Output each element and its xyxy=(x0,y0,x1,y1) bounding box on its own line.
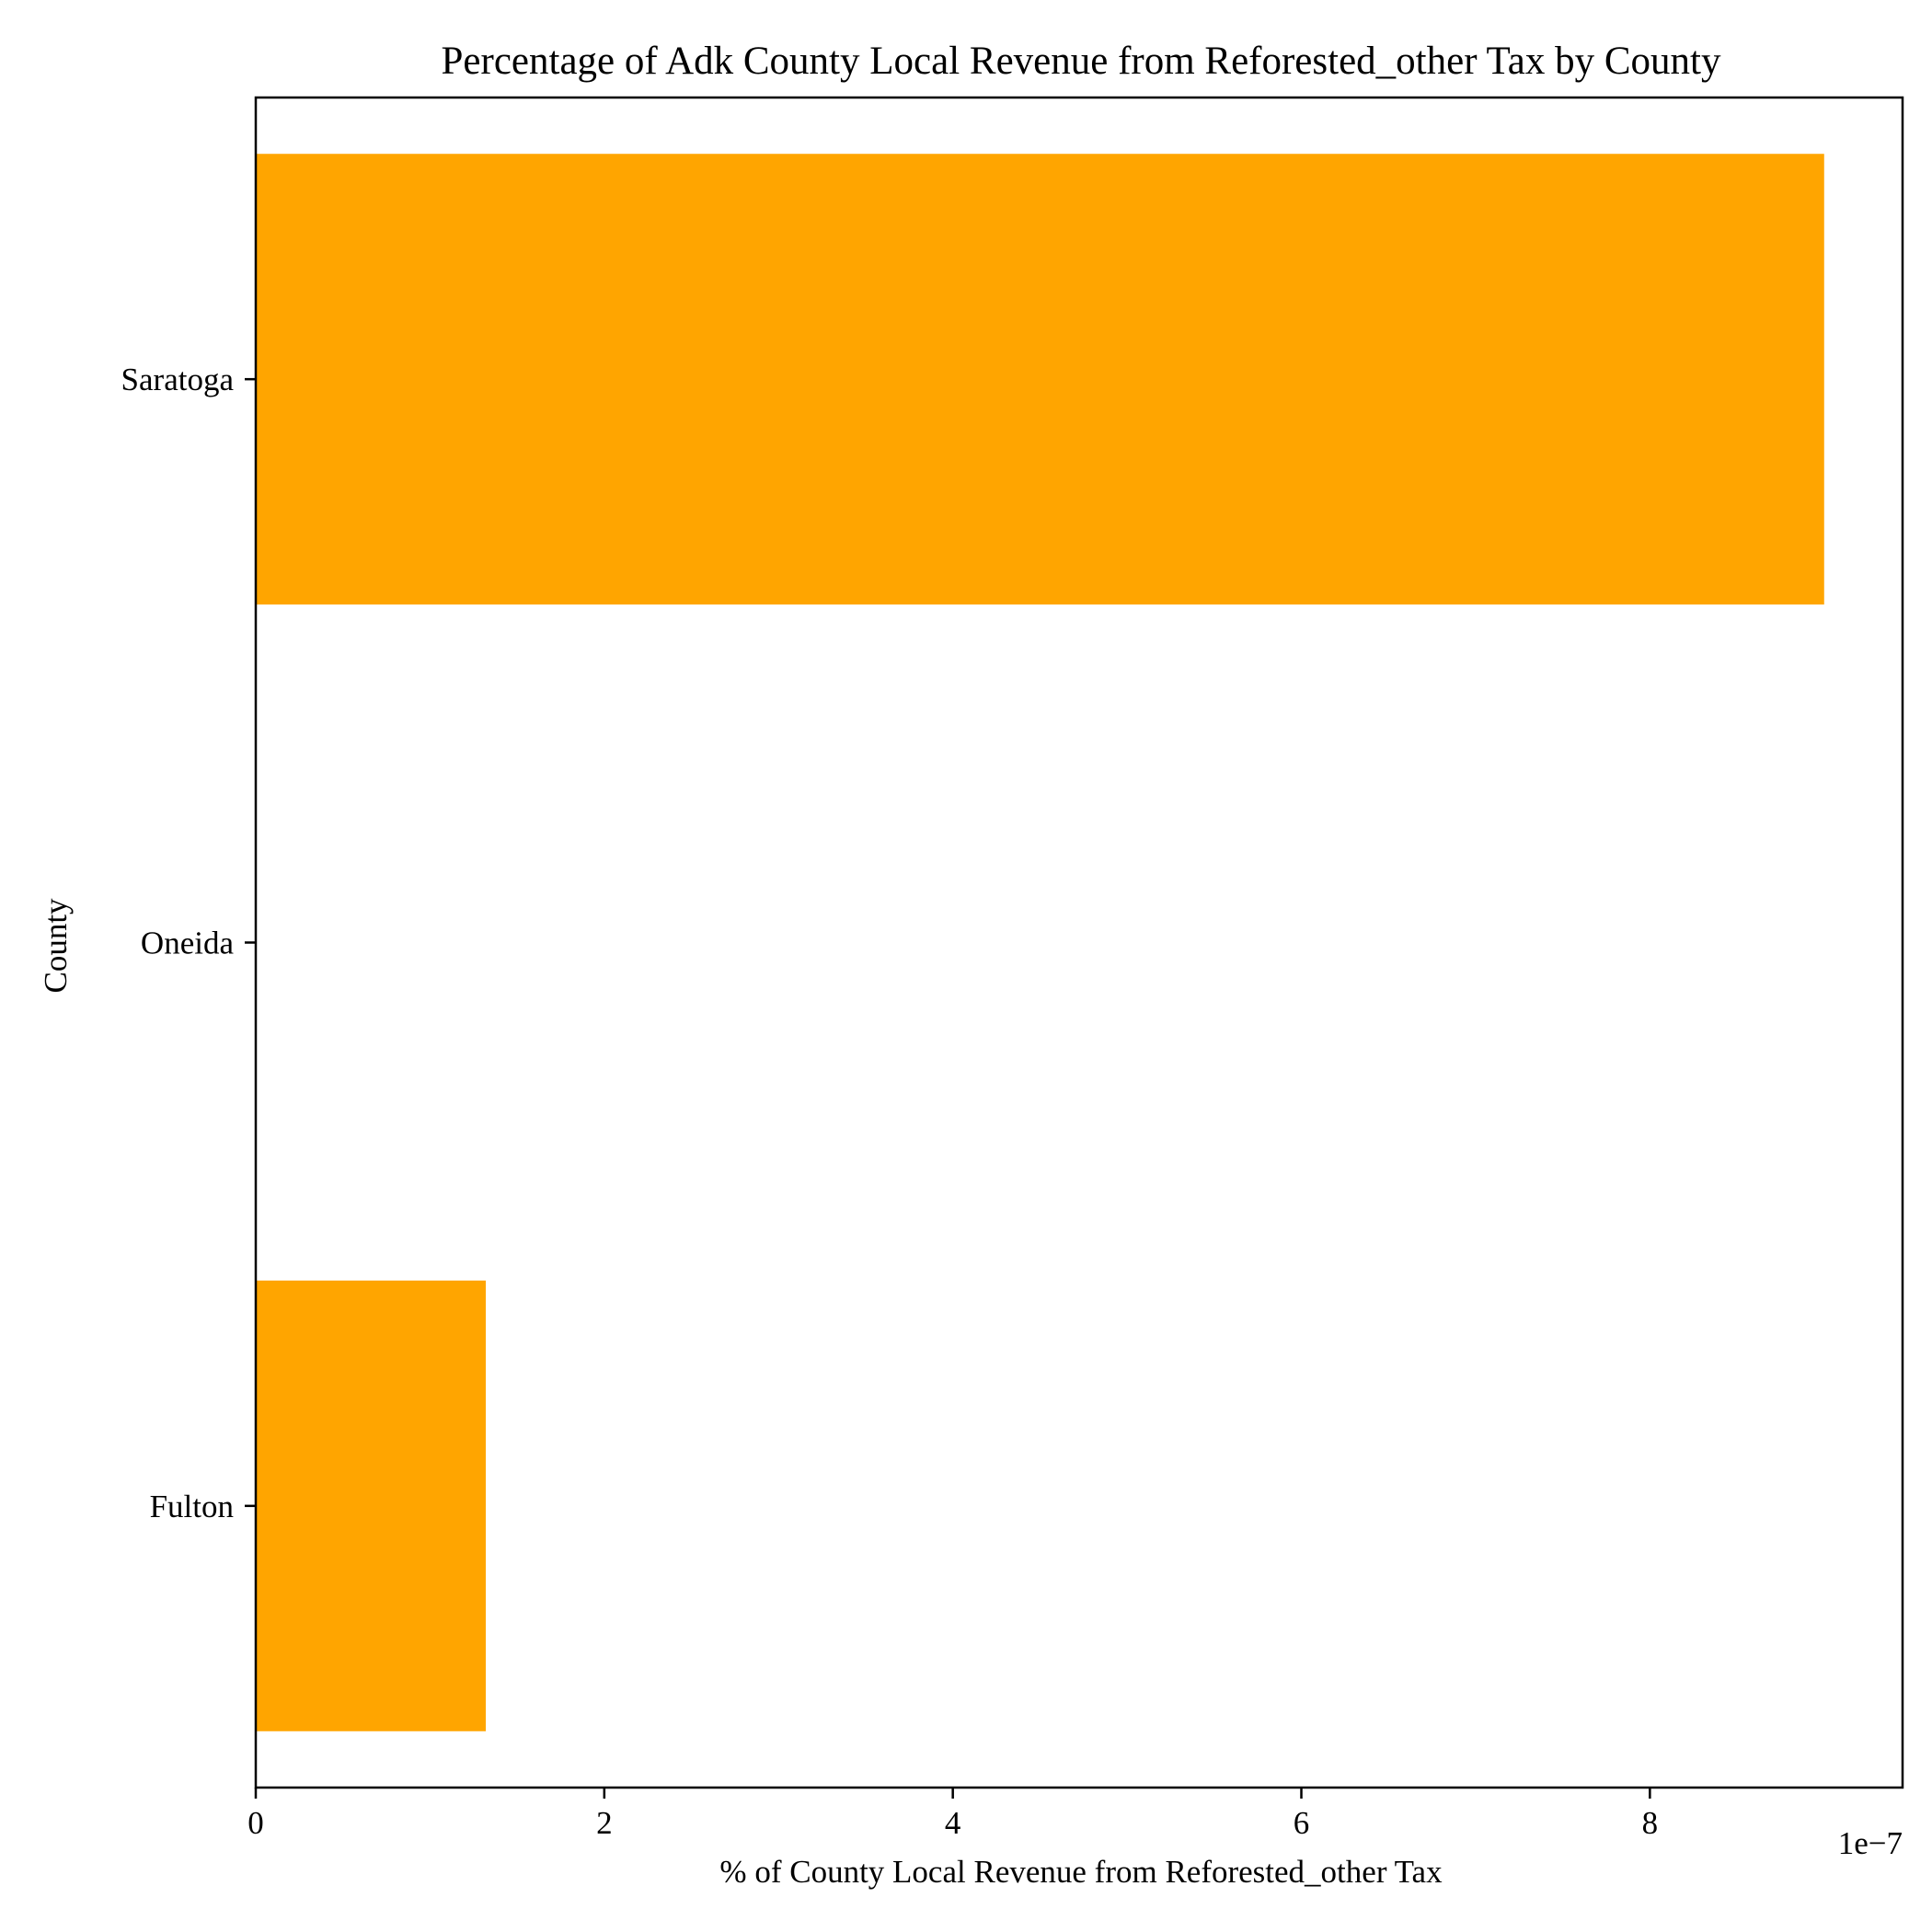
y-tick-label-fulton: Fulton xyxy=(150,1489,234,1524)
y-axis-label: County xyxy=(38,898,74,994)
x-tick-label: 2 xyxy=(596,1805,613,1841)
y-tick-label-oneida: Oneida xyxy=(141,926,235,961)
x-tick-label: 0 xyxy=(247,1805,264,1841)
x-tick-label: 8 xyxy=(1642,1805,1659,1841)
x-axis: 0 2 4 6 8 xyxy=(247,1788,1658,1841)
bar-fulton xyxy=(256,1280,487,1731)
y-axis: Saratoga Oneida Fulton xyxy=(121,362,256,1524)
bar-saratoga xyxy=(256,154,1824,605)
x-axis-label: % of County Local Revenue from Reforeste… xyxy=(719,1854,1443,1890)
x-tick-label: 4 xyxy=(945,1805,961,1841)
x-axis-offset-label: 1e−7 xyxy=(1838,1825,1903,1861)
x-tick-label: 6 xyxy=(1294,1805,1310,1841)
bars-group xyxy=(256,154,1824,1731)
y-tick-label-saratoga: Saratoga xyxy=(121,362,235,397)
chart-title: Percentage of Adk County Local Revenue f… xyxy=(442,40,1721,83)
